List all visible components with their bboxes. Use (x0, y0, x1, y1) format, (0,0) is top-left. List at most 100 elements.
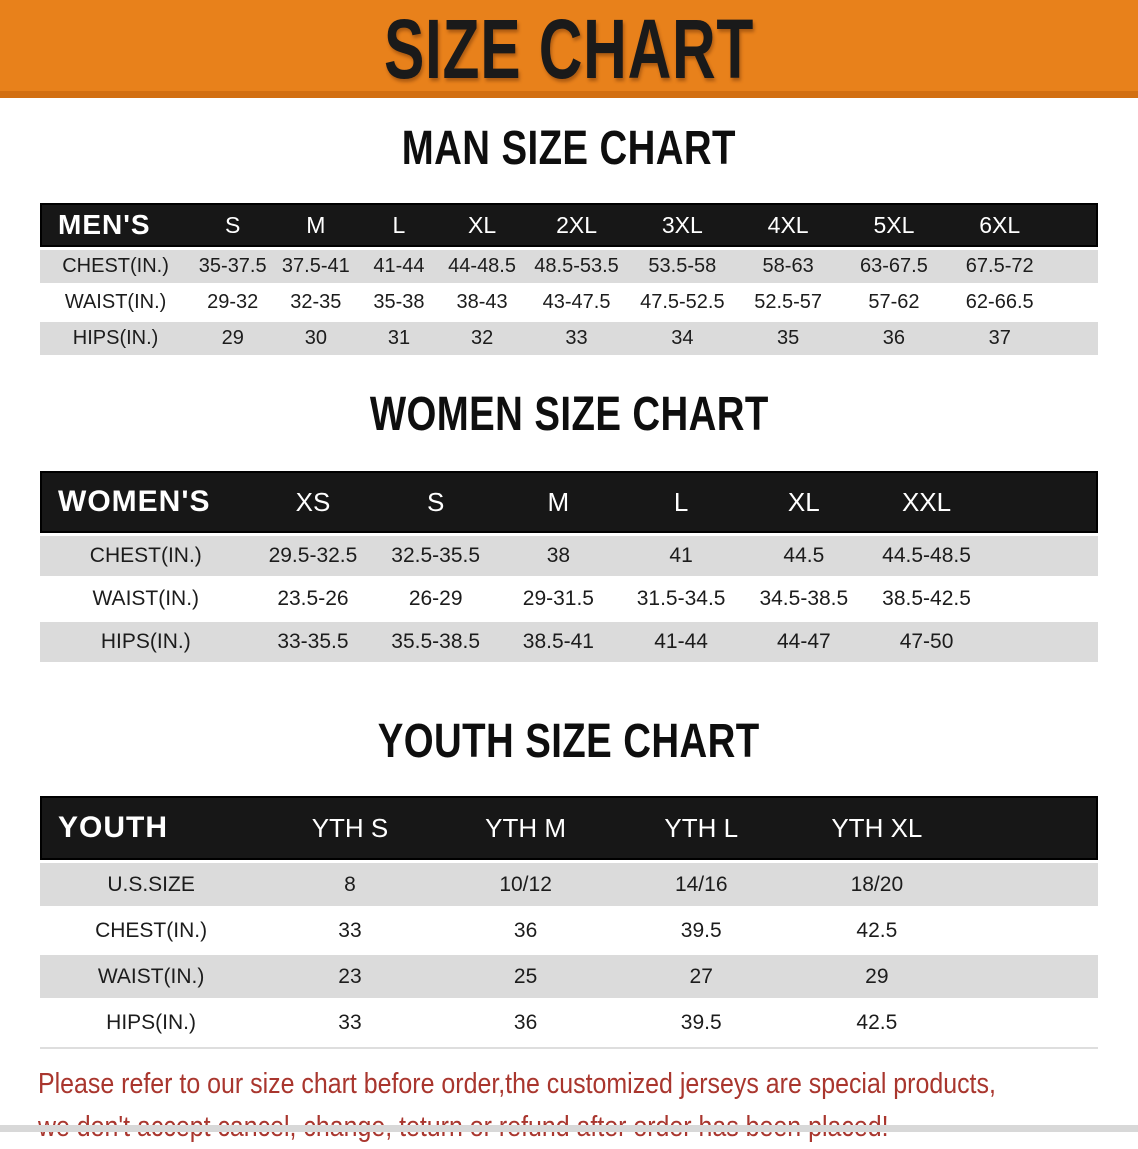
measurement-value-cell: 34.5-38.5 (742, 579, 866, 619)
table-row: WAIST(IN.) 23 25 27 29 (40, 955, 1098, 998)
measurement-value-cell: 44.5 (742, 536, 866, 576)
size-column-header: 5XL (841, 203, 947, 247)
measurement-value-cell: 52.5-57 (735, 286, 842, 319)
measurement-value-cell: 37 (946, 322, 1053, 355)
youth-size-chart-section: YOUTH SIZE CHART YOUTH YTH S YTH M YTH L YTH… (0, 715, 1138, 1049)
measurement-value-cell: 27 (613, 955, 790, 998)
measurement-value-cell: 31 (357, 322, 441, 355)
table-row: CHEST(IN.) 33 36 39.5 42.5 (40, 909, 1098, 952)
row-spacer (1052, 286, 1098, 319)
measurement-value-cell: 8 (262, 863, 438, 906)
table-row: WAIST(IN.) 23.5-26 26-29 29-31.5 31.5-34.5 34… (40, 579, 1098, 619)
measurement-value-cell: 31.5-34.5 (619, 579, 743, 619)
measurement-row-label: HIPS(IN.) (40, 622, 252, 662)
measurement-value-cell: 38.5-41 (497, 622, 620, 662)
size-column-header: 4XL (735, 203, 842, 247)
size-column-header: S (374, 471, 498, 533)
measurement-value-cell: 38-43 (440, 286, 524, 319)
measurement-row-label: WAIST(IN.) (40, 579, 252, 619)
women-size-table: WOMEN'S XS S M L XL XXL CHEST(IN.) 29.5-32.5 32.5… (40, 468, 1098, 665)
measurement-value-cell: 47.5-52.5 (629, 286, 736, 319)
row-spacer (964, 955, 1098, 998)
measurement-value-cell: 39.5 (613, 1001, 790, 1044)
header-spacer (1052, 203, 1098, 247)
measurement-value-cell: 35-37.5 (191, 250, 275, 283)
measurement-value-cell: 23.5-26 (251, 579, 375, 619)
bottom-edge-strip (0, 1125, 1138, 1132)
row-spacer (964, 1001, 1098, 1044)
size-chart-content: MAN SIZE CHART MEN'S S M L XL 2XL 3XL 4XL 5XL 6XL… (0, 122, 1138, 1149)
women-table-corner-label: WOMEN'S (40, 471, 252, 533)
row-spacer (1052, 322, 1098, 355)
measurement-value-cell: 26-29 (374, 579, 498, 619)
measurement-value-cell: 62-66.5 (946, 286, 1053, 319)
size-column-header: XL (742, 471, 866, 533)
size-column-header: L (357, 203, 441, 247)
size-column-header: M (497, 471, 620, 533)
measurement-value-cell: 29 (789, 955, 965, 998)
measurement-value-cell: 43-47.5 (523, 286, 630, 319)
size-column-header: YTH XL (789, 796, 965, 860)
table-row: CHEST(IN.) 29.5-32.5 32.5-35.5 38 41 44.5 44.5… (40, 536, 1098, 576)
measurement-value-cell: 38.5-42.5 (865, 579, 988, 619)
size-column-header: L (619, 471, 743, 533)
measurement-value-cell: 44-48.5 (440, 250, 524, 283)
measurement-value-cell: 53.5-58 (629, 250, 736, 283)
row-spacer (987, 622, 1098, 662)
women-size-chart-heading: WOMEN SIZE CHART (0, 388, 1138, 450)
youth-size-chart-heading: YOUTH SIZE CHART (0, 715, 1138, 777)
measurement-value-cell: 33 (262, 909, 438, 952)
measurement-value-cell: 44.5-48.5 (865, 536, 988, 576)
measurement-value-cell: 34 (629, 322, 736, 355)
youth-table-header-row: YOUTH YTH S YTH M YTH L YTH XL (40, 796, 1098, 860)
size-column-header: YTH S (262, 796, 438, 860)
measurement-value-cell: 29.5-32.5 (251, 536, 375, 576)
measurement-value-cell: 63-67.5 (841, 250, 947, 283)
measurement-value-cell: 23 (262, 955, 438, 998)
table-row: HIPS(IN.) 33-35.5 35.5-38.5 38.5-41 41-44 44-… (40, 622, 1098, 662)
size-column-header: M (274, 203, 358, 247)
men-table-header-row: MEN'S S M L XL 2XL 3XL 4XL 5XL 6XL (40, 203, 1098, 247)
youth-size-table: YOUTH YTH S YTH M YTH L YTH XL U.S.SIZE 8 10/12… (40, 793, 1098, 1049)
measurement-value-cell: 39.5 (613, 909, 790, 952)
men-table-corner-label: MEN'S (40, 203, 192, 247)
measurement-value-cell: 33 (523, 322, 630, 355)
size-chart-banner: SIZE CHART (0, 0, 1138, 98)
measurement-value-cell: 44-47 (742, 622, 866, 662)
header-spacer (964, 796, 1098, 860)
measurement-row-label: WAIST(IN.) (40, 955, 263, 998)
women-table-header-row: WOMEN'S XS S M L XL XXL (40, 471, 1098, 533)
measurement-value-cell: 67.5-72 (946, 250, 1053, 283)
measurement-value-cell: 30 (274, 322, 358, 355)
measurement-value-cell: 57-62 (841, 286, 947, 319)
row-spacer (987, 579, 1098, 619)
table-row: HIPS(IN.) 33 36 39.5 42.5 (40, 1001, 1098, 1044)
size-column-header: 2XL (523, 203, 630, 247)
measurement-value-cell: 14/16 (613, 863, 790, 906)
measurement-value-cell: 41-44 (357, 250, 441, 283)
row-spacer (987, 536, 1098, 576)
man-size-table: MEN'S S M L XL 2XL 3XL 4XL 5XL 6XL CHEST(IN.) 35-37… (40, 200, 1098, 358)
measurement-value-cell: 36 (437, 909, 614, 952)
measurement-value-cell: 38 (497, 536, 620, 576)
size-column-header: 3XL (629, 203, 736, 247)
measurement-value-cell: 29 (191, 322, 275, 355)
measurement-value-cell: 47-50 (865, 622, 988, 662)
measurement-row-label: HIPS(IN.) (40, 1001, 263, 1044)
measurement-value-cell: 42.5 (789, 909, 965, 952)
size-column-header: XS (251, 471, 375, 533)
size-column-header: XL (440, 203, 524, 247)
measurement-value-cell: 36 (437, 1001, 614, 1044)
measurement-value-cell: 41 (619, 536, 743, 576)
measurement-value-cell: 29-32 (191, 286, 275, 319)
man-size-chart-heading: MAN SIZE CHART (0, 122, 1138, 184)
women-size-chart-section: WOMEN SIZE CHART WOMEN'S XS S M L XL XXL CHEST(… (0, 388, 1138, 665)
size-column-header: XXL (865, 471, 988, 533)
row-spacer (1052, 250, 1098, 283)
size-column-header: S (191, 203, 275, 247)
header-spacer (987, 471, 1098, 533)
banner-title: SIZE CHART (383, 2, 755, 96)
measurement-value-cell: 35 (735, 322, 842, 355)
measurement-value-cell: 42.5 (789, 1001, 965, 1044)
measurement-value-cell: 48.5-53.5 (523, 250, 630, 283)
